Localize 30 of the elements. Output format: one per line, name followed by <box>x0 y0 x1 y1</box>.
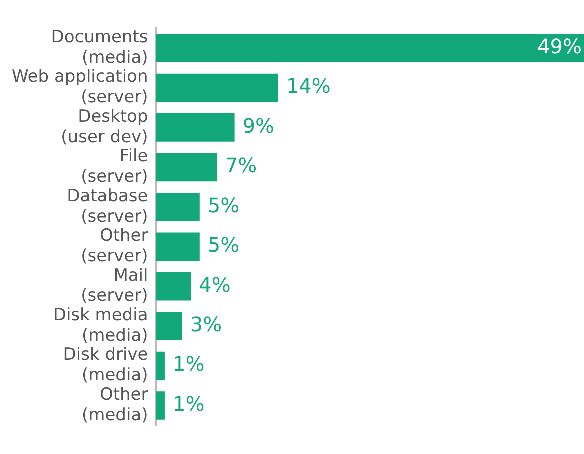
data-label: 7% <box>225 154 258 178</box>
y-tick-label: Other (server) <box>81 226 148 266</box>
bar <box>156 34 584 62</box>
bar <box>156 352 165 380</box>
data-label: 9% <box>242 114 275 138</box>
bar <box>156 312 182 340</box>
data-label: 5% <box>208 233 240 258</box>
y-tick-label: Desktop (user dev) <box>61 106 148 148</box>
data-label: 1% <box>172 392 205 416</box>
bar <box>156 114 235 142</box>
data-label: 1% <box>172 352 205 376</box>
y-tick-label: Disk media (media) <box>53 306 148 346</box>
data-label: 14% <box>286 74 331 98</box>
bar <box>156 192 200 222</box>
data-label: 4% <box>199 272 231 297</box>
data-label: 5% <box>208 193 240 218</box>
bar <box>156 232 200 262</box>
bar <box>156 74 278 102</box>
data-label: 49% <box>538 34 582 58</box>
data-label: 3% <box>190 312 222 337</box>
y-tick-label: Mail (server) <box>81 266 148 306</box>
y-tick-label: Documents (media) <box>51 27 148 68</box>
bar <box>156 153 218 182</box>
bar <box>156 392 165 420</box>
y-tick-label: File (server) <box>81 146 148 188</box>
y-tick-label: Web application (server) <box>12 67 148 108</box>
y-tick-label: Disk drive (media) <box>63 345 148 386</box>
y-tick-label: Other (media) <box>82 384 148 426</box>
y-tick-label: Database (server) <box>67 186 148 227</box>
bar <box>156 272 192 301</box>
